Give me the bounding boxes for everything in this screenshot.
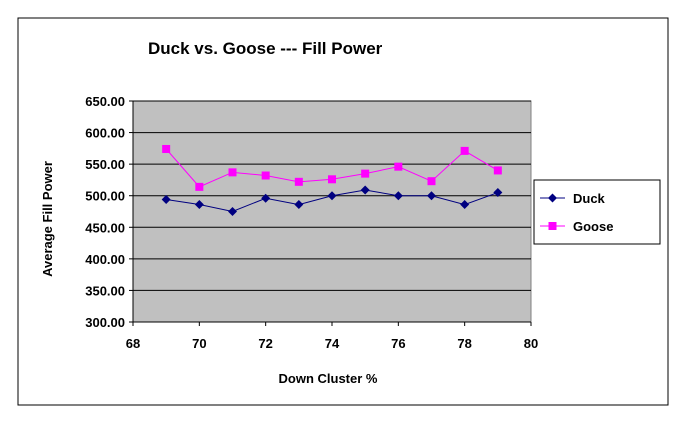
x-tick-label: 72 [258,336,272,351]
data-point-goose [195,182,204,191]
y-axis-title: Average Fill Power [40,161,55,277]
y-tick-label: 350.00 [85,283,125,298]
data-point-goose [294,177,303,186]
data-point-duck [228,207,237,216]
data-point-goose [261,171,270,180]
x-tick-label: 70 [192,336,206,351]
legend-box [533,179,661,245]
chart-title: Duck vs. Goose --- Fill Power [148,39,383,58]
plot-area [132,100,532,323]
y-tick-label: 450.00 [85,220,125,235]
data-point-goose [427,177,436,186]
x-tick-label: 80 [524,336,538,351]
legend-marker-duck [548,193,557,203]
y-tick-label: 650.00 [85,94,125,109]
legend: Duck Goose [533,179,661,245]
data-point-duck [393,191,403,201]
y-tick-label: 550.00 [85,157,125,172]
legend-label-goose: Goose [573,219,613,234]
x-tick-label: 76 [391,336,405,351]
data-point-duck [161,195,171,205]
data-point-duck [261,193,271,203]
legend-marker-goose [548,222,557,230]
data-point-goose [493,166,502,175]
x-tick-label: 68 [126,336,140,351]
y-tick-label: 600.00 [85,126,125,141]
data-point-duck [360,185,370,195]
x-axis-title: Down Cluster % [279,371,378,386]
data-point-duck [194,200,204,210]
data-point-goose [162,144,171,153]
legend-label-duck: Duck [573,191,606,206]
data-point-goose [394,162,403,171]
data-point-goose [328,175,336,184]
data-point-duck [493,188,503,198]
data-point-duck [427,191,436,201]
data-series [161,144,503,216]
data-point-goose [228,168,237,177]
data-point-goose [460,146,469,155]
y-tick-label: 300.00 [85,315,125,330]
y-tick-label: 400.00 [85,252,125,267]
data-point-duck [460,200,470,210]
x-tick-label: 74 [325,336,340,351]
x-tick-label: 78 [457,336,471,351]
y-tick-label: 500.00 [85,189,125,204]
data-point-duck [294,200,304,210]
data-point-goose [361,169,370,178]
gridlines [133,100,531,291]
tick-labels: 300.00 350.00 400.00 450.00 500.00 550.00 600.… [85,94,538,351]
axes [129,100,532,326]
data-point-duck [327,191,337,201]
